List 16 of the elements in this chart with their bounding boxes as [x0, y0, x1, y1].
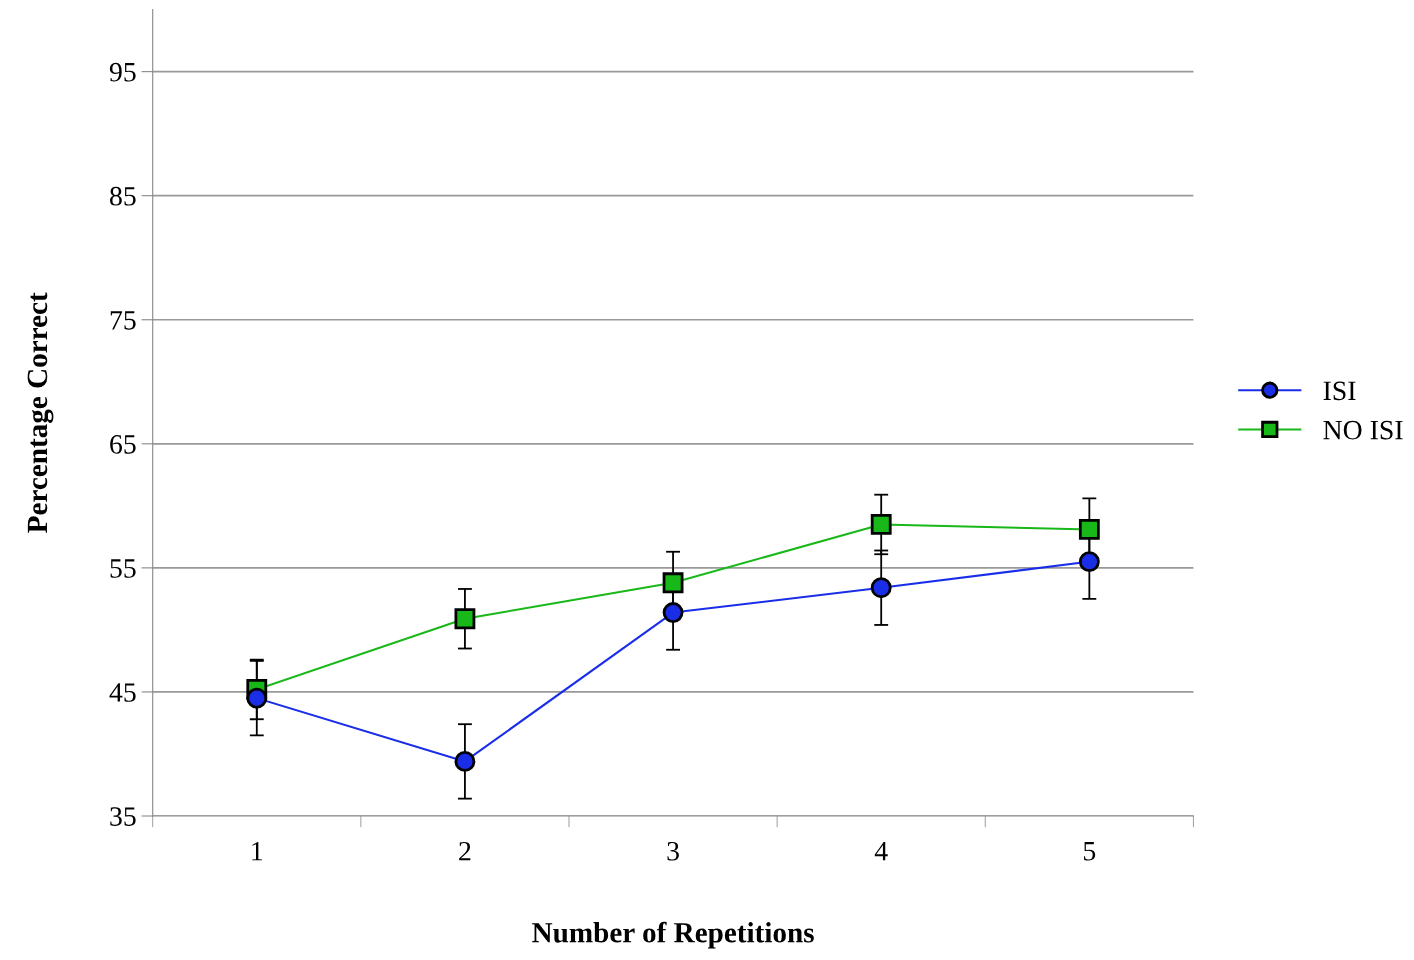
y-tick-label: 55 — [110, 559, 136, 578]
legend-label: ISI — [1323, 381, 1356, 401]
x-tick-label: 1 — [252, 841, 263, 861]
x-tick-label: 5 — [1084, 842, 1096, 861]
y-tick-label: 95 — [109, 62, 136, 82]
x-axis-title: Number of Repetitions — [532, 921, 814, 949]
y-tick-label: 85 — [110, 186, 136, 206]
x-tick-label: 4 — [874, 841, 888, 861]
x-tick-label: 3 — [667, 841, 679, 861]
y-tick-label: 45 — [109, 683, 136, 702]
y-tick-label: 75 — [110, 311, 136, 330]
y-tick-label: 65 — [110, 435, 136, 454]
x-tick-label: 2 — [459, 841, 471, 861]
legend-label: NO ISI — [1323, 420, 1403, 440]
y-axis-title: Percentage Correct — [27, 292, 54, 533]
y-tick-label: 35 — [110, 807, 136, 826]
